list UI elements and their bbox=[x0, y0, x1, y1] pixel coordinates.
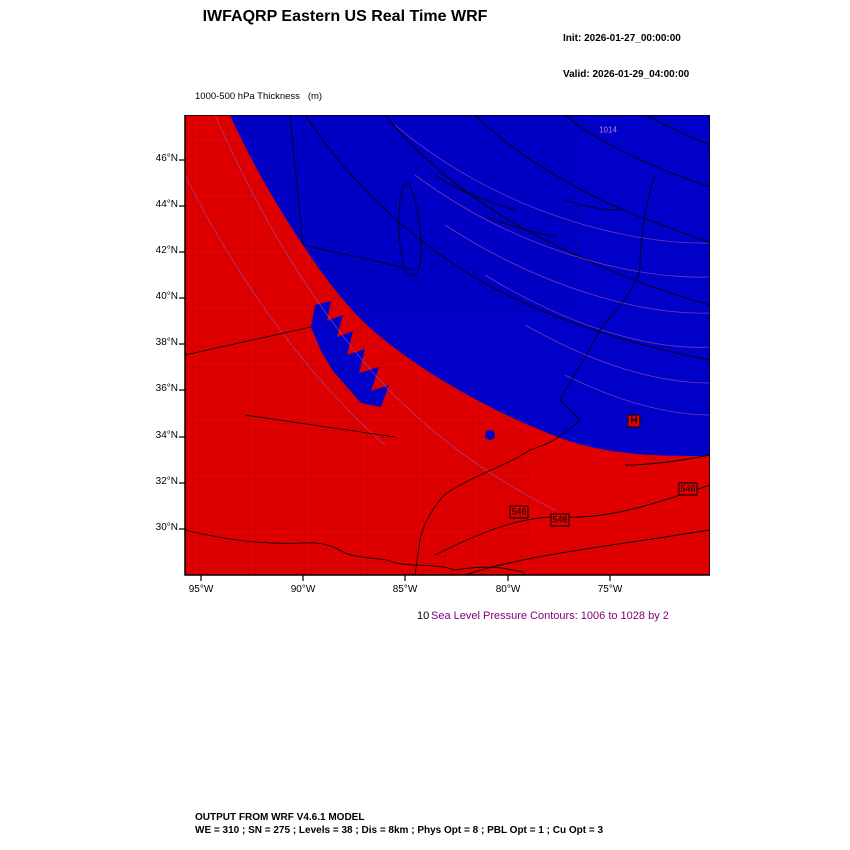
init-time: Init: 2026-01-27_00:00:00 bbox=[563, 33, 681, 44]
legend-line-thickness-shaded: 1000-500 hPa Thickness (m) bbox=[195, 91, 323, 102]
valid-time: Valid: 2026-01-29_04:00:00 bbox=[563, 69, 690, 80]
cold-pocket-region bbox=[311, 301, 389, 407]
lon-ticks bbox=[200, 575, 611, 581]
page-title: IWFAQRP Eastern US Real Time WRF bbox=[202, 8, 488, 25]
lat-label-32n: 32°N bbox=[155, 476, 178, 487]
lon-label-90w: 90°W bbox=[290, 584, 316, 595]
map-plot bbox=[179, 115, 710, 581]
lat-label-30n: 30°N bbox=[155, 522, 178, 533]
lat-label-42n: 42°N bbox=[155, 245, 178, 256]
lat-label-38n: 38°N bbox=[155, 337, 178, 348]
map-frame bbox=[184, 115, 710, 576]
lon-label-85w: 85°W bbox=[392, 584, 418, 595]
caption-prefix: 10 bbox=[417, 610, 430, 622]
lat-label-40n: 40°N bbox=[155, 291, 178, 302]
model-times: Init: 2026-01-27_00:00:00 Valid: 2026-01… bbox=[563, 9, 689, 105]
geography-outlines bbox=[185, 115, 656, 575]
lat-label-44n: 44°N bbox=[155, 199, 178, 210]
slp-contour-caption: Sea Level Pressure Contours: 1006 to 102… bbox=[431, 610, 669, 622]
cold-speck bbox=[485, 430, 495, 440]
lon-label-95w: 95°W bbox=[188, 584, 214, 595]
lon-label-75w: 75°W bbox=[597, 584, 623, 595]
lat-label-46n: 46°N bbox=[155, 153, 178, 164]
lon-label-80w: 80°W bbox=[495, 584, 521, 595]
lat-label-34n: 34°N bbox=[155, 430, 178, 441]
lat-label-36n: 36°N bbox=[155, 383, 178, 394]
footer-config-line: WE = 310 ; SN = 275 ; Levels = 38 ; Dis … bbox=[195, 825, 604, 836]
thickness-contours bbox=[304, 115, 710, 361]
footer-model-line: OUTPUT FROM WRF V4.6.1 MODEL bbox=[195, 812, 365, 823]
lat-ticks bbox=[179, 159, 185, 530]
